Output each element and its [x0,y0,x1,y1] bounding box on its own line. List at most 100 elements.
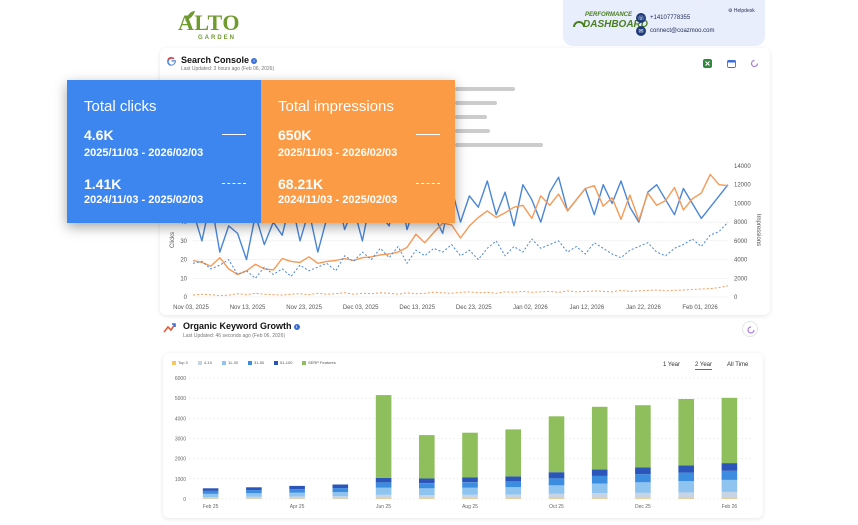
helpdesk-link[interactable]: ⚙ Helpdesk [728,8,755,14]
series-line [192,173,729,276]
bar-segment [419,483,435,489]
email-contact[interactable]: ✉ connect@coazmoo.com [636,26,714,36]
bar-segment [505,476,521,482]
y-tick-label: 5000 [175,396,186,402]
x-tick-label: Jan 12, 2026 [570,305,605,311]
y2-tick-label: 6000 [734,239,748,245]
bar-segment [246,490,262,494]
bar-segment [505,481,521,488]
x-tick-label: Aug 25 [462,504,478,510]
bar-segment [678,472,694,482]
total-clicks-panel[interactable]: Total clicks 4.6K 2025/11/03 - 2026/02/0… [67,80,261,223]
helpdesk-label: Helpdesk [733,8,755,14]
info-icon[interactable]: i [251,57,258,64]
bar-segment [246,487,262,491]
bar-segment [419,435,435,479]
info-icon[interactable]: i [293,323,300,330]
dashboard-bottom-label: DASHBOARD [583,19,648,30]
total-impressions-panel[interactable]: Total impressions 650K 2025/11/03 - 2026… [261,80,455,223]
impressions-current-value: 650K [278,127,312,143]
leaf-icon [185,11,195,21]
x-tick-label: Feb 26 [722,504,738,510]
legend-top-3[interactable]: Top 3 [172,360,188,365]
x-tick-label: Dec 25 [635,504,651,510]
y2-tick-label: 8000 [734,220,748,226]
legend-31-50[interactable]: 31-50 [248,360,264,365]
y2-tick-label: 10000 [734,201,751,207]
speedometer-icon [573,21,585,28]
range-2-year[interactable]: 2 Year [695,362,713,370]
bar-segment [462,487,478,495]
bar-segment [548,498,565,499]
bar-segment [462,432,478,478]
legend-51-100[interactable]: 51-100 [274,360,292,365]
mail-icon: ✉ [636,26,646,36]
y-tick-label: 40 [180,220,187,226]
bar-segment [505,429,521,477]
x-tick-label: Dec 13, 2025 [399,305,435,311]
bar-segment [332,496,349,499]
y-tick-label: 0 [184,295,188,301]
bar-segment [635,405,651,468]
phone-icon: ☏ [636,13,646,23]
bar-segment [635,474,651,483]
keyword-refresh-button[interactable] [742,321,758,337]
legend-4-10[interactable]: 4-10 [198,360,212,365]
bar-segment [375,482,392,488]
search-console-title: Search Console i [181,55,258,65]
logo-subtext: GARDEN [198,35,237,41]
bar-segment [721,498,738,499]
bar-segment [289,492,305,497]
bar-segment [246,493,262,497]
phone-number: +14107778355 [650,15,691,21]
logo-text: ALTO [178,10,240,35]
skeleton-line [455,87,515,91]
x-tick-label: Nov 23, 2025 [286,305,322,311]
legend-11-30[interactable]: 11-30 [222,360,238,365]
bar-segment [505,494,521,499]
clicks-current-value: 4.6K [84,127,114,143]
series-line [192,285,729,297]
calendar-icon[interactable] [727,59,736,68]
refresh-icon[interactable] [750,59,759,68]
alto-garden-logo[interactable]: ALTO GARDEN [178,10,242,44]
y2-tick-label: 4000 [734,258,748,264]
y2-tick-label: 2000 [734,276,748,282]
total-clicks-title: Total clicks [84,98,157,115]
y-tick-label: 10 [180,276,187,282]
performance-dashboard-logo: PERFORMANCE DASHBOARD [573,12,648,34]
legend-serp-features[interactable]: SERP Features [302,360,336,365]
skeleton-line [455,115,487,119]
impressions-current-range: 2025/11/03 - 2026/02/03 [278,147,398,159]
y2-tick-label: 14000 [734,164,751,170]
y-tick-label: 1000 [175,477,186,483]
dashed-line-key [222,183,246,184]
bar-segment [202,490,219,494]
bar-segment [505,498,521,499]
bar-segment [548,416,565,473]
bar-segment [202,488,219,491]
y-tick-label: 30 [180,239,187,245]
y2-tick-label: 0 [734,295,738,301]
bar-segment [462,477,478,483]
bar-segment [375,477,392,483]
bar-segment [462,494,478,499]
x-tick-label: Dec 23, 2025 [456,305,492,311]
range-all-time[interactable]: All Time [727,362,749,368]
metrics-overlay: Total clicks 4.6K 2025/11/03 - 2026/02/0… [67,80,455,223]
bar-segment [419,478,435,483]
range-1-year[interactable]: 1 Year [663,362,681,368]
bar-segment [591,498,608,499]
legend-label: 11-30 [228,360,238,365]
phone-contact[interactable]: ☏ +14107778355 [636,13,690,23]
bar-segment [635,467,651,475]
bar-segment [721,491,738,499]
bar-segment [635,482,651,493]
header-contact-panel [563,0,765,46]
bar-segment [505,487,521,495]
excel-icon[interactable] [703,59,712,68]
keyword-growth-chart: 0 1000 2000 3000 4000 5000 6000 Feb 25 Apr 25 Jun… [175,376,751,510]
y-tick-label: 0 [183,497,186,503]
legend-label: Top 3 [178,360,188,365]
